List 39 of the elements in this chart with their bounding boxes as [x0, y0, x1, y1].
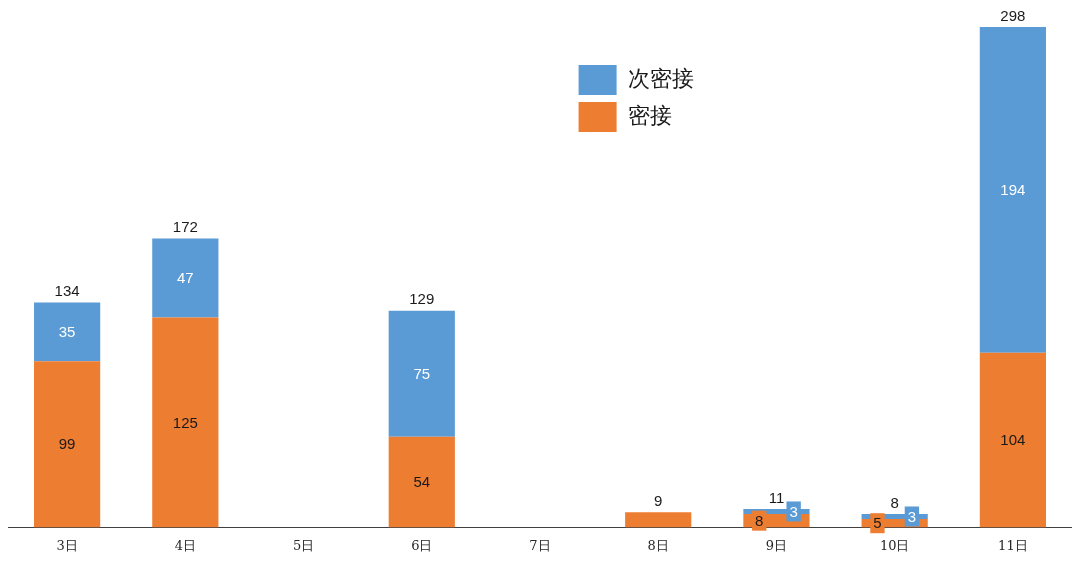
x-tick-label: 11日 — [998, 537, 1028, 553]
bar — [34, 302, 101, 362]
data-label: 5 — [873, 514, 882, 532]
data-label: 54 — [413, 473, 431, 491]
bar — [152, 238, 219, 318]
bar — [388, 436, 455, 528]
total-label: 8 — [890, 493, 899, 511]
total-label: 172 — [172, 218, 198, 236]
x-tick-label: 3日 — [56, 537, 78, 553]
data-label: 8 — [755, 511, 764, 529]
data-label: 35 — [58, 322, 76, 340]
x-tick-label: 5日 — [292, 537, 315, 553]
total-label: 9 — [654, 491, 663, 509]
data-label: 3 — [789, 502, 798, 520]
bar — [34, 361, 101, 528]
bar — [979, 27, 1046, 353]
legend-label: 次密接 — [627, 65, 694, 91]
x-tick-label: 4日 — [174, 537, 196, 553]
total-label: 129 — [409, 290, 435, 308]
x-tick-label: 7日 — [529, 537, 551, 553]
total-label: 298 — [1000, 6, 1026, 24]
data-label: 99 — [58, 435, 76, 453]
bar — [979, 352, 1046, 528]
data-label: 194 — [1000, 181, 1026, 199]
legend-label: 密接 — [627, 102, 672, 128]
bar — [625, 512, 692, 528]
data-label: 75 — [413, 364, 431, 382]
bar — [388, 310, 455, 437]
data-label: 3 — [907, 507, 917, 525]
total-label: 11 — [768, 488, 785, 506]
bar — [152, 317, 219, 528]
data-label: 104 — [1000, 431, 1026, 449]
data-label: 47 — [176, 269, 194, 287]
total-label: 134 — [54, 282, 80, 300]
x-tick-label: 8日 — [647, 537, 669, 553]
x-tick-label: 6日 — [411, 537, 433, 553]
data-label: 125 — [172, 413, 198, 431]
x-tick-label: 9日 — [765, 537, 788, 553]
x-tick-label: 10日 — [879, 537, 910, 553]
